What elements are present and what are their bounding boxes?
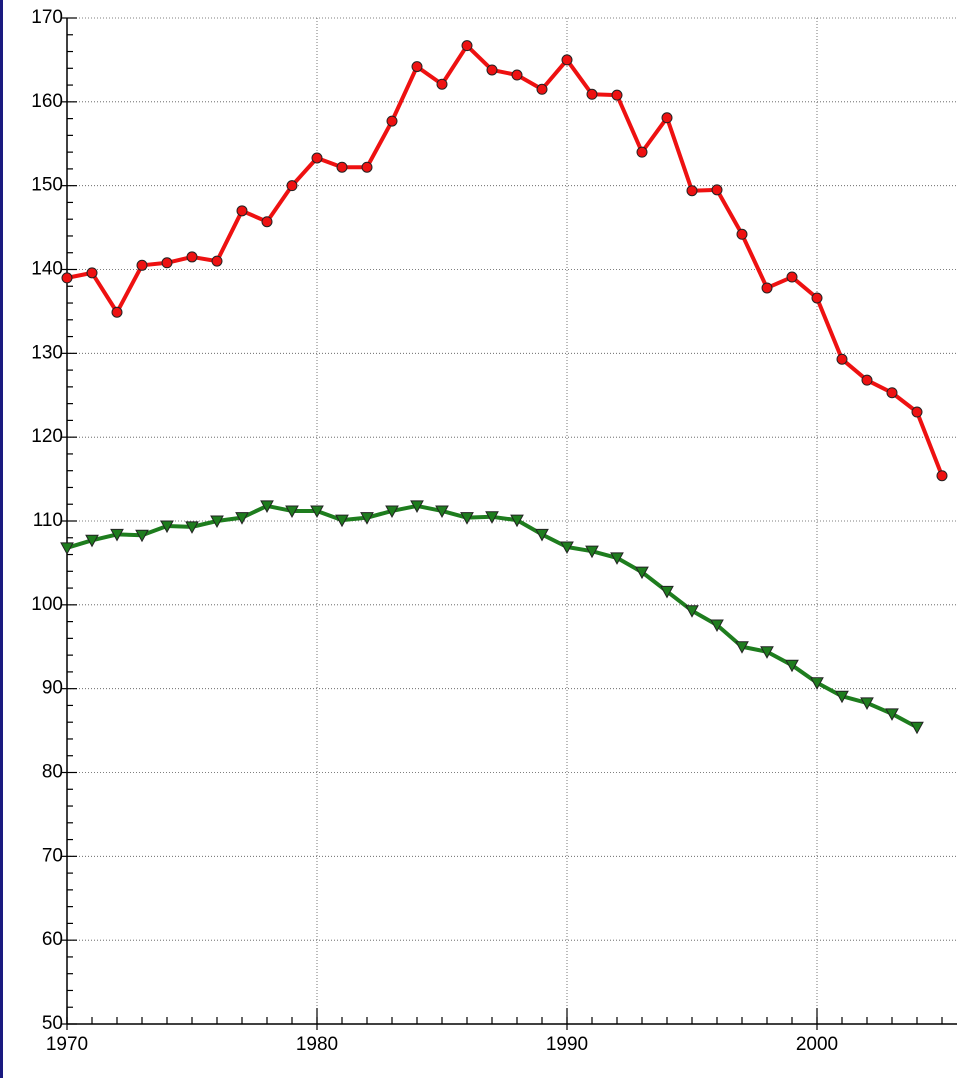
marker	[661, 112, 673, 124]
marker	[310, 505, 324, 518]
marker	[586, 88, 598, 100]
marker	[336, 161, 348, 173]
marker	[711, 184, 723, 196]
marker	[685, 605, 699, 618]
marker	[436, 78, 448, 90]
marker	[185, 521, 199, 534]
left-border	[0, 0, 3, 1078]
marker	[610, 552, 624, 565]
marker	[260, 500, 274, 513]
y-tick-label: 130	[31, 342, 63, 363]
marker	[461, 40, 473, 52]
marker	[536, 83, 548, 95]
marker	[811, 292, 823, 304]
y-tick-label: 140	[31, 259, 63, 280]
marker	[186, 251, 198, 263]
series-line	[66, 503, 918, 729]
marker	[60, 542, 74, 555]
marker	[710, 619, 724, 632]
marker	[410, 500, 424, 513]
y-tick-label: 50	[42, 1013, 63, 1034]
marker	[860, 697, 874, 710]
marker	[585, 545, 599, 559]
marker	[510, 514, 524, 528]
y-tick-label: 80	[42, 762, 63, 783]
marker	[535, 528, 549, 542]
marker	[636, 146, 648, 158]
marker	[635, 566, 649, 580]
marker	[135, 529, 149, 543]
marker	[435, 505, 449, 518]
x-tick-label: 2000	[796, 1034, 838, 1055]
y-tick-label: 60	[42, 929, 63, 950]
marker	[760, 646, 774, 659]
marker	[360, 512, 374, 525]
marker	[686, 185, 698, 197]
marker	[285, 505, 299, 518]
series-line	[66, 43, 944, 477]
y-tick-label: 70	[42, 845, 63, 866]
marker	[486, 64, 498, 76]
marker	[160, 520, 174, 534]
marker	[385, 505, 399, 518]
marker	[836, 353, 848, 365]
marker	[286, 180, 298, 192]
y-tick-label: 170	[31, 7, 63, 28]
marker	[411, 61, 423, 73]
marker	[611, 89, 623, 101]
marker	[361, 161, 373, 173]
marker	[810, 677, 824, 690]
marker	[460, 512, 474, 525]
marker	[886, 387, 898, 399]
marker	[311, 152, 323, 164]
x-tick-label: 1990	[546, 1034, 588, 1055]
marker	[386, 115, 398, 127]
marker	[136, 259, 148, 271]
marker	[560, 541, 574, 555]
marker	[911, 406, 923, 418]
marker	[111, 306, 123, 318]
marker	[786, 271, 798, 283]
y-tick-label: 100	[31, 594, 63, 615]
marker	[736, 228, 748, 240]
x-tick-label: 1980	[296, 1034, 338, 1055]
y-tick-label: 90	[42, 678, 63, 699]
marker	[85, 534, 99, 548]
marker	[761, 282, 773, 294]
marker	[660, 585, 674, 599]
marker	[785, 659, 799, 673]
y-tick-label: 150	[31, 175, 63, 196]
x-tick-label: 1970	[46, 1034, 88, 1055]
marker	[910, 721, 924, 735]
y-tick-label: 110	[33, 510, 63, 531]
marker	[235, 512, 249, 525]
marker	[735, 641, 749, 654]
marker	[61, 272, 73, 284]
marker	[211, 255, 223, 267]
marker	[835, 690, 849, 704]
marker	[335, 514, 349, 528]
marker	[236, 205, 248, 217]
marker	[511, 69, 523, 81]
marker	[110, 528, 124, 542]
marker	[561, 54, 573, 66]
marker	[885, 708, 899, 721]
marker	[485, 511, 499, 524]
marker	[210, 515, 224, 529]
marker	[261, 216, 273, 228]
marker	[161, 257, 173, 269]
marker	[861, 374, 873, 386]
marker	[86, 267, 98, 279]
y-tick-label: 160	[31, 91, 63, 112]
marker	[936, 470, 948, 482]
y-tick-label: 120	[31, 426, 63, 447]
